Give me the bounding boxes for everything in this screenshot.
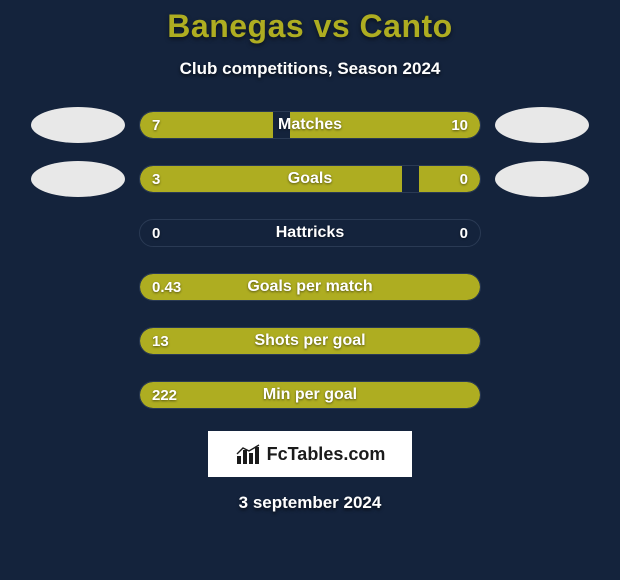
spacer bbox=[495, 323, 589, 359]
bar-fill-left bbox=[140, 166, 402, 192]
stat-bar: 222Min per goal bbox=[139, 381, 481, 409]
stat-row: 222Min per goal bbox=[0, 377, 620, 413]
stat-bar: 0 0Hattricks bbox=[139, 219, 481, 247]
bar-fill-full bbox=[140, 274, 480, 300]
bar-fill-full bbox=[140, 328, 480, 354]
spacer bbox=[31, 377, 125, 413]
player-left-avatar bbox=[31, 107, 125, 143]
spacer bbox=[495, 377, 589, 413]
stat-left-value: 0 bbox=[152, 220, 160, 246]
player-right-avatar bbox=[495, 107, 589, 143]
stat-right-value: 0 bbox=[460, 220, 468, 246]
date-text: 3 september 2024 bbox=[0, 493, 620, 513]
subtitle: Club competitions, Season 2024 bbox=[0, 59, 620, 79]
stat-row: 0.43Goals per match bbox=[0, 269, 620, 305]
stat-rows: 710Matches30Goals00Hattricks0.43Goals pe… bbox=[0, 107, 620, 413]
stat-bar: 0.43Goals per match bbox=[139, 273, 481, 301]
bar-fill-right bbox=[419, 166, 480, 192]
stat-bar: 13Shots per goal bbox=[139, 327, 481, 355]
spacer bbox=[495, 269, 589, 305]
page-title: Banegas vs Canto bbox=[0, 8, 620, 45]
stat-row: 0 0Hattricks bbox=[0, 215, 620, 251]
stat-row: 710Matches bbox=[0, 107, 620, 143]
stat-left-value: 0.43 bbox=[152, 274, 181, 300]
spacer bbox=[31, 323, 125, 359]
stat-row: 13Shots per goal bbox=[0, 323, 620, 359]
branding-badge: FcTables.com bbox=[208, 431, 412, 477]
stat-left-value: 3 bbox=[152, 166, 160, 192]
comparison-card: Banegas vs Canto Club competitions, Seas… bbox=[0, 0, 620, 513]
stat-right-value: 0 bbox=[460, 166, 468, 192]
stat-label: Hattricks bbox=[140, 220, 480, 246]
spacer bbox=[31, 215, 125, 251]
branding-text: FcTables.com bbox=[267, 444, 386, 465]
spacer bbox=[31, 269, 125, 305]
stat-left-value: 222 bbox=[152, 382, 177, 408]
player-left-avatar bbox=[31, 161, 125, 197]
stat-left-value: 7 bbox=[152, 112, 160, 138]
stat-right-value: 10 bbox=[451, 112, 468, 138]
stat-bar: 30Goals bbox=[139, 165, 481, 193]
stat-row: 30Goals bbox=[0, 161, 620, 197]
player-right-avatar bbox=[495, 161, 589, 197]
spacer bbox=[495, 215, 589, 251]
stat-left-value: 13 bbox=[152, 328, 169, 354]
bar-fill-full bbox=[140, 382, 480, 408]
stat-bar: 710Matches bbox=[139, 111, 481, 139]
fctables-logo-icon bbox=[235, 444, 261, 464]
